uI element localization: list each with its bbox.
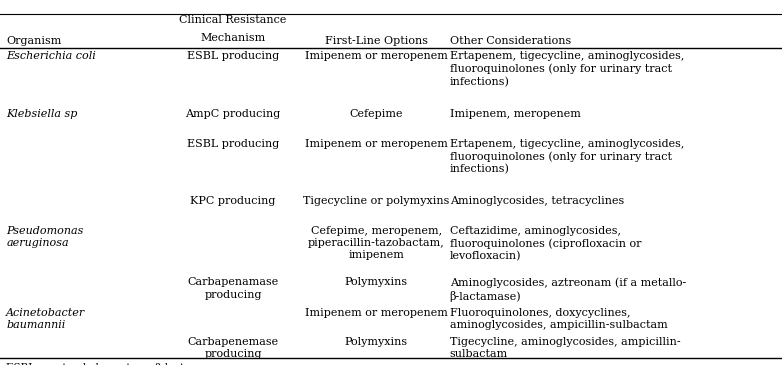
Text: Tigecycline, aminoglycosides, ampicillin-
sulbactam: Tigecycline, aminoglycosides, ampicillin… xyxy=(450,337,680,359)
Text: ESBL producing: ESBL producing xyxy=(187,139,279,149)
Text: Other Considerations: Other Considerations xyxy=(450,36,571,46)
Text: Escherichia coli: Escherichia coli xyxy=(6,51,96,61)
Text: Imipenem or meropenem: Imipenem or meropenem xyxy=(305,139,447,149)
Text: Pseudomonas
aeruginosa: Pseudomonas aeruginosa xyxy=(6,226,84,248)
Text: Mechanism: Mechanism xyxy=(200,33,266,43)
Text: Cefepime, meropenem,
piperacillin-tazobactam,
imipenem: Cefepime, meropenem, piperacillin-tazoba… xyxy=(308,226,444,260)
Text: First-Line Options: First-Line Options xyxy=(325,36,428,46)
Text: Cefepime: Cefepime xyxy=(350,109,403,119)
Text: Ertapenem, tigecycline, aminoglycosides,
fluoroquinolones (only for urinary trac: Ertapenem, tigecycline, aminoglycosides,… xyxy=(450,51,684,87)
Text: Carbapenemase
producing: Carbapenemase producing xyxy=(188,337,278,359)
Text: Aminoglycosides, tetracyclines: Aminoglycosides, tetracyclines xyxy=(450,196,624,206)
Text: Clinical Resistance: Clinical Resistance xyxy=(179,15,287,25)
Text: Ceftazidime, aminoglycosides,
fluoroquinolones (ciprofloxacin or
levofloxacin): Ceftazidime, aminoglycosides, fluoroquin… xyxy=(450,226,641,261)
Text: ESBL producing: ESBL producing xyxy=(187,51,279,61)
Text: KPC producing: KPC producing xyxy=(190,196,276,206)
Text: Carbapenamase
producing: Carbapenamase producing xyxy=(188,277,278,300)
Text: Polymyxins: Polymyxins xyxy=(345,337,407,347)
Text: Klebsiella sp: Klebsiella sp xyxy=(6,109,77,119)
Text: Organism: Organism xyxy=(6,36,62,46)
Text: Imipenem, meropenem: Imipenem, meropenem xyxy=(450,109,580,119)
Text: Polymyxins: Polymyxins xyxy=(345,277,407,287)
Text: Acinetobacter
baumannii: Acinetobacter baumannii xyxy=(6,308,85,330)
Text: Ertapenem, tigecycline, aminoglycosides,
fluoroquinolones (only for urinary trac: Ertapenem, tigecycline, aminoglycosides,… xyxy=(450,139,684,174)
Text: Aminoglycosides, aztreonam (if a metallo-
β-lactamase): Aminoglycosides, aztreonam (if a metallo… xyxy=(450,277,686,301)
Text: AmpC producing: AmpC producing xyxy=(185,109,281,119)
Text: Imipenem or meropenem: Imipenem or meropenem xyxy=(305,51,447,61)
Text: Fluoroquinolones, doxycyclines,
aminoglycosides, ampicillin-sulbactam: Fluoroquinolones, doxycyclines, aminogly… xyxy=(450,308,667,330)
Text: Tigecycline or polymyxins: Tigecycline or polymyxins xyxy=(303,196,450,206)
Text: ESBL = extended-spectrum β-lactamase.: ESBL = extended-spectrum β-lactamase. xyxy=(6,363,221,365)
Text: Imipenem or meropenem: Imipenem or meropenem xyxy=(305,308,447,318)
